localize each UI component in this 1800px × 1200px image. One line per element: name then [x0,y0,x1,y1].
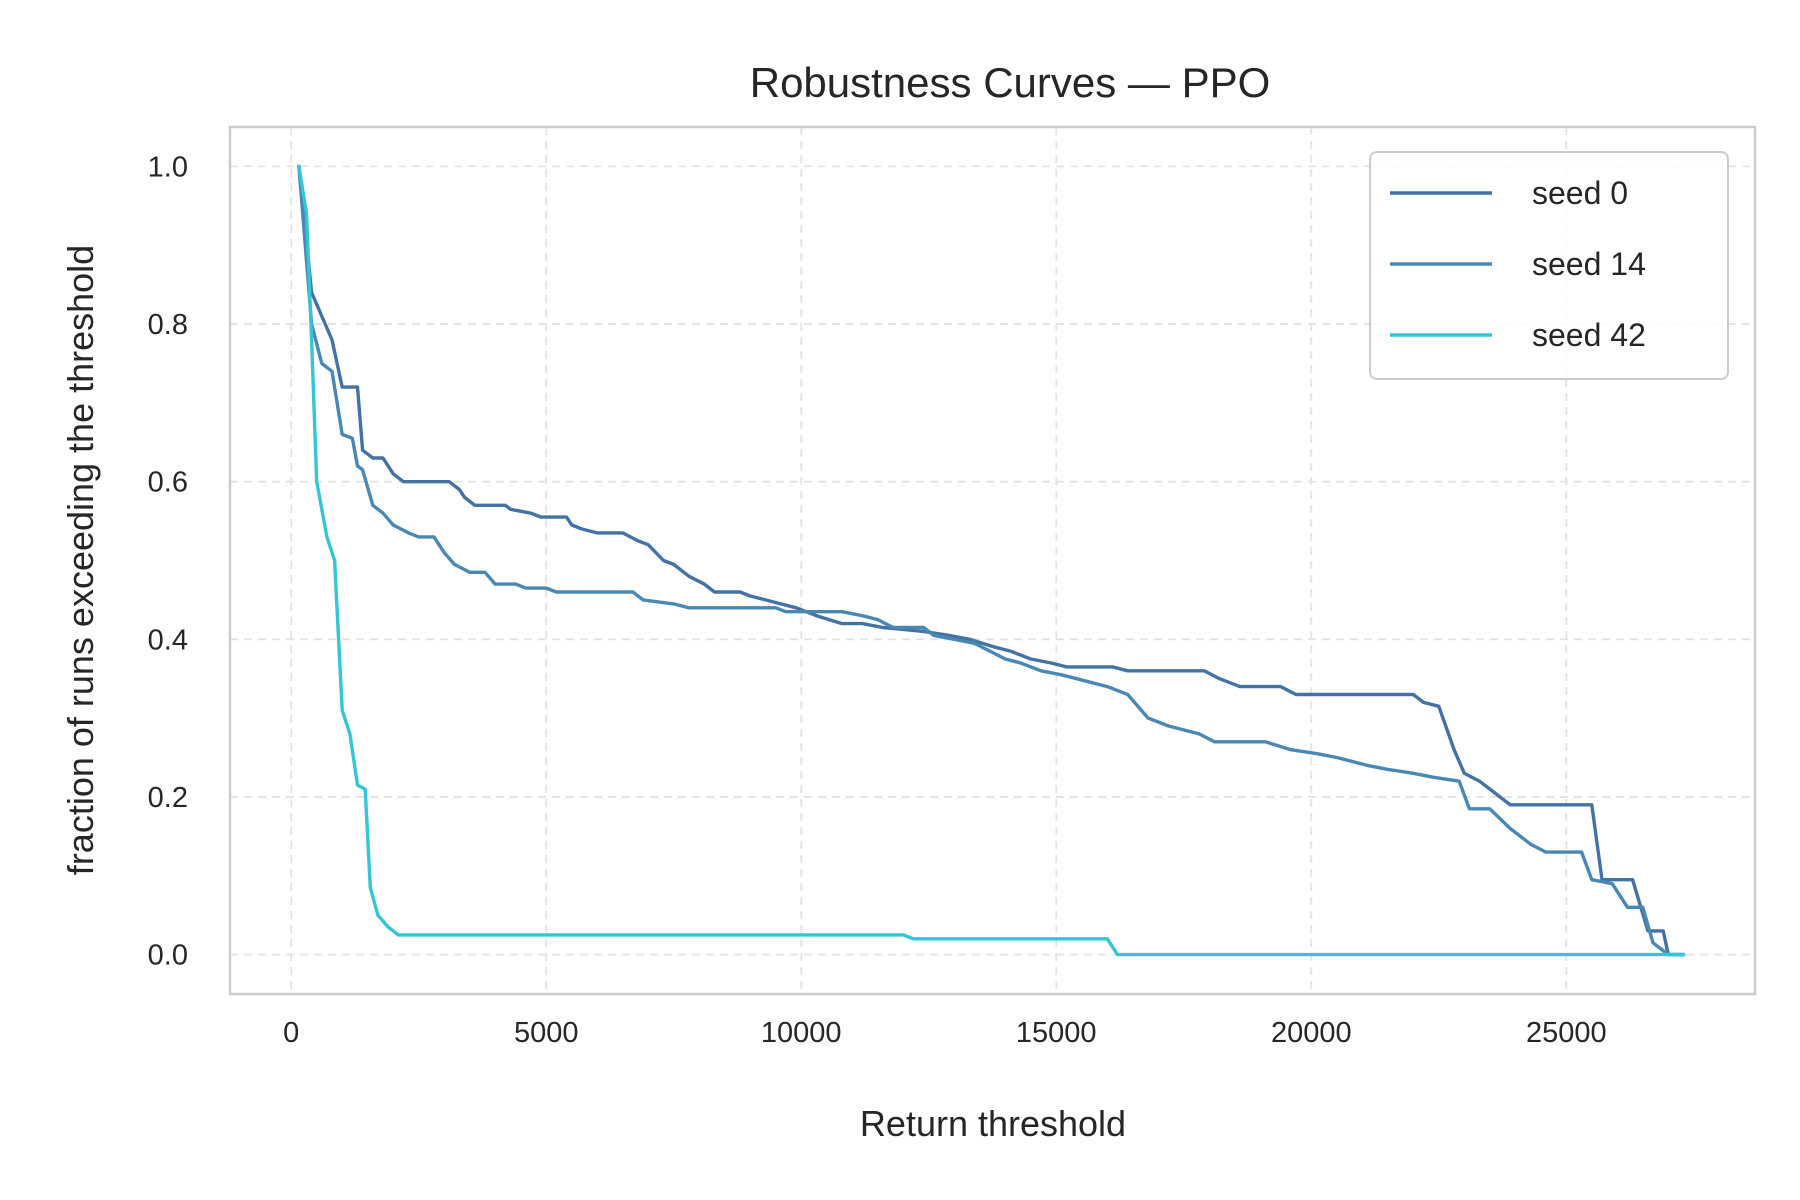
series-line-seed-14 [297,164,1686,957]
legend-label-seed-14: seed 14 [1532,246,1646,282]
y-tick-label: 0.8 [148,309,188,341]
chart-title: Robustness Curves — PPO [750,59,1271,106]
series-line-seed-42 [297,164,1686,957]
x-tick-labels: 0 5000 10000 15000 20000 25000 [283,1017,1606,1049]
y-tick-label: 0.0 [148,940,188,972]
x-tick-label: 20000 [1271,1017,1352,1049]
plot-frame [228,125,1757,996]
x-tick-label: 25000 [1526,1017,1607,1049]
grid-layer [230,127,1755,994]
x-tick-label: 10000 [761,1017,842,1049]
y-axis-label: fraction of runs exceeding the threshold [60,245,101,875]
y-tick-label: 0.4 [148,624,188,656]
legend: seed 0 seed 14 seed 42 [1369,151,1729,380]
legend-box [1369,151,1729,380]
y-tick-label: 0.2 [148,782,188,814]
legend-label-seed-42: seed 42 [1532,317,1646,353]
x-axis-label: Return threshold [860,1103,1126,1144]
y-tick-label: 0.6 [148,467,188,499]
legend-label-seed-0: seed 0 [1532,175,1628,211]
y-tick-labels: 0.0 0.2 0.4 0.6 0.8 1.0 [148,151,188,971]
x-tick-label: 15000 [1016,1017,1097,1049]
series-layer [297,164,1686,957]
x-tick-label: 0 [283,1017,299,1049]
y-tick-label: 1.0 [148,151,188,183]
series-line-seed-0 [297,164,1686,957]
x-tick-label: 5000 [514,1017,579,1049]
